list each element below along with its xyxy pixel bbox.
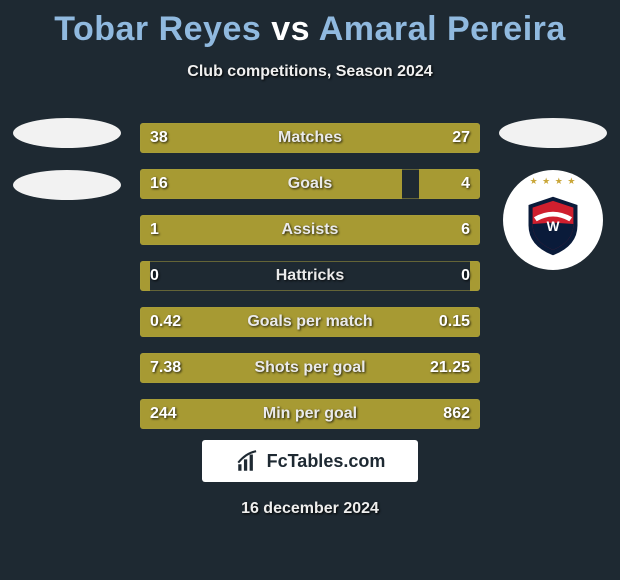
vs-text: vs: [271, 10, 310, 48]
stat-label: Matches: [140, 123, 480, 153]
stat-bar: 164Goals: [140, 169, 480, 199]
fctables-text: FcTables.com: [267, 451, 386, 472]
left-club-logos: [2, 118, 132, 200]
stat-label: Hattricks: [140, 261, 480, 291]
stat-bar: 16Assists: [140, 215, 480, 245]
comparison-bars: 3827Matches 164Goals 16Assists 00Hattricks 0…: [140, 123, 480, 429]
comparison-title: Tobar Reyes vs Amaral Pereira: [0, 0, 620, 49]
stat-label: Shots per goal: [140, 353, 480, 383]
player2-name: Amaral Pereira: [319, 10, 566, 48]
svg-text:W: W: [547, 219, 560, 234]
stat-label: Goals per match: [140, 307, 480, 337]
left-club-logo-1: [13, 118, 121, 148]
player1-name: Tobar Reyes: [54, 10, 261, 48]
stat-label: Goals: [140, 169, 480, 199]
right-club-badge: ★ ★ ★ ★ W: [503, 170, 603, 270]
badge-stars-icon: ★ ★ ★ ★: [530, 176, 577, 187]
left-club-logo-2: [13, 170, 121, 200]
stat-bar: 7.3821.25Shots per goal: [140, 353, 480, 383]
stat-label: Min per goal: [140, 399, 480, 429]
shield-icon: W: [519, 190, 587, 258]
fctables-logo: FcTables.com: [202, 440, 418, 482]
date-text: 16 december 2024: [0, 500, 620, 518]
subtitle: Club competitions, Season 2024: [0, 63, 620, 81]
stat-label: Assists: [140, 215, 480, 245]
right-club-logo-1: [499, 118, 607, 148]
chart-icon: [235, 448, 261, 474]
stat-bar: 00Hattricks: [140, 261, 480, 291]
right-club-logos: ★ ★ ★ ★ W: [488, 118, 618, 270]
stat-bar: 3827Matches: [140, 123, 480, 153]
stat-bar: 0.420.15Goals per match: [140, 307, 480, 337]
stat-bar: 244862Min per goal: [140, 399, 480, 429]
